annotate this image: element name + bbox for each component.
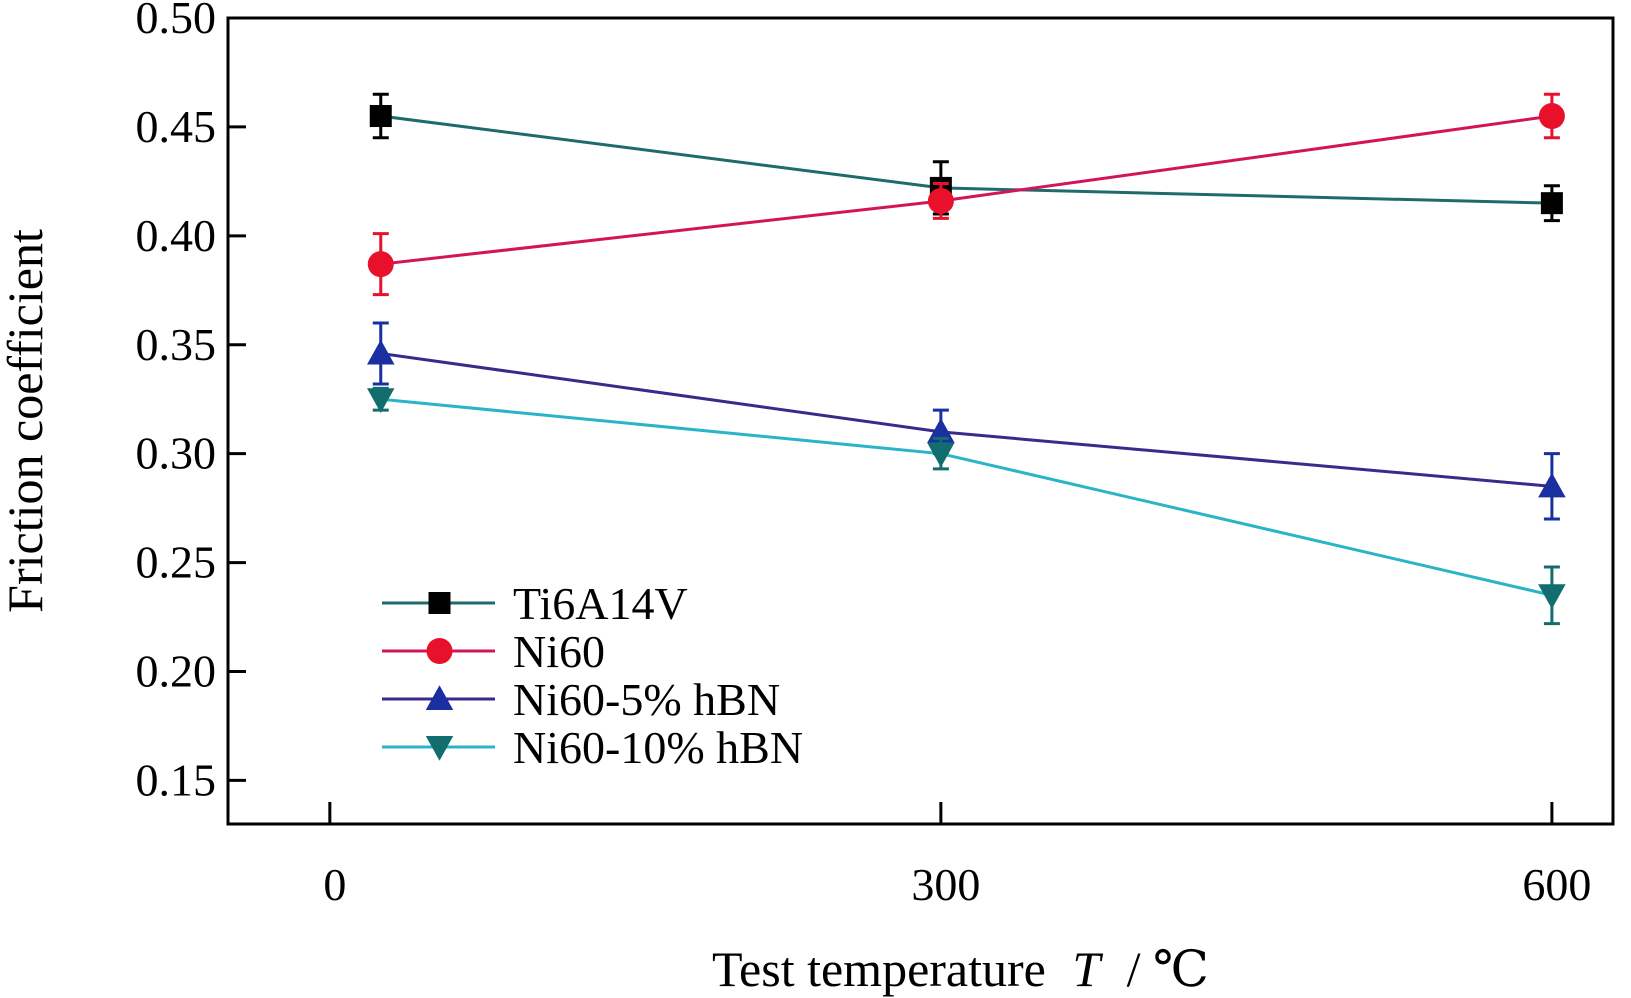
y-axis: 0.15 0.20 0.25 0.30 0.35 0.40 0.45 0.50 <box>136 0 246 805</box>
series-layer <box>367 92 1566 626</box>
legend-marker <box>425 685 454 710</box>
data-point <box>1538 584 1566 610</box>
y-axis-title: Friction coefficient <box>0 229 53 613</box>
data-point <box>927 418 955 443</box>
data-point <box>367 388 395 413</box>
legend-entry-2: Ni60-5% hBN <box>382 674 780 725</box>
y-tick-label: 0.30 <box>136 428 217 479</box>
y-tick-label: 0.45 <box>136 101 217 152</box>
data-point <box>1540 192 1563 215</box>
data-point <box>1538 472 1566 498</box>
series-1 <box>367 92 1565 297</box>
legend-marker <box>426 638 453 664</box>
legend-label: Ni60 <box>513 626 605 677</box>
series-0 <box>369 92 1563 223</box>
y-tick-label: 0.25 <box>136 537 217 588</box>
x-axis: 0 300 600 <box>323 802 1591 910</box>
y-tick-label: 0.40 <box>136 210 217 261</box>
plot-frame <box>226 16 1615 826</box>
x-tick-label: 600 <box>1522 859 1591 910</box>
data-point <box>369 105 392 128</box>
series-line <box>380 351 1553 488</box>
legend-label: Ni60-5% hBN <box>513 674 780 725</box>
x-axis-symbol: T <box>1072 941 1103 997</box>
legend-label: Ni60-10% hBN <box>513 722 803 773</box>
legend-entry-3: Ni60-10% hBN <box>382 722 803 773</box>
x-tick-label: 0 <box>323 859 346 910</box>
y-tick-label: 0.50 <box>136 0 217 43</box>
data-point <box>367 251 394 278</box>
data-point <box>927 187 954 214</box>
series-2 <box>367 321 1566 521</box>
series-line <box>380 114 1552 205</box>
data-point <box>367 339 395 365</box>
legend-marker <box>425 736 454 761</box>
x-axis-title: Test temperature T / ℃ <box>712 941 1209 997</box>
legend-marker <box>428 592 451 614</box>
legend-entry-0: Ti6A14V <box>382 578 688 629</box>
y-tick-label: 0.15 <box>136 754 217 805</box>
legend-label: Ti6A14V <box>513 578 688 629</box>
data-point <box>1538 103 1565 130</box>
series-3 <box>367 386 1566 626</box>
data-point <box>927 442 955 468</box>
x-axis-label: Test temperature <box>712 941 1046 997</box>
y-tick-label: 0.35 <box>136 319 217 370</box>
y-tick-label: 0.20 <box>136 646 217 697</box>
legend-entry-1: Ni60 <box>382 626 605 677</box>
x-tick-label: 300 <box>911 859 980 910</box>
series-line <box>380 397 1553 597</box>
x-axis-unit: / ℃ <box>1127 941 1209 997</box>
